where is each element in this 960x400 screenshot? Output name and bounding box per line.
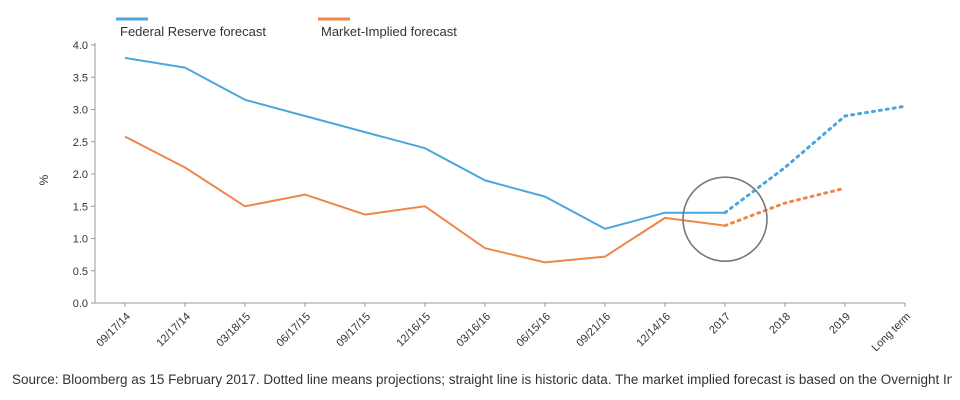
legend-label-federal-reserve: Federal Reserve forecast <box>120 24 266 39</box>
y-axis-title: % <box>37 174 51 185</box>
highlight-circle <box>682 176 768 262</box>
x-tick-label: 2017 <box>707 311 733 337</box>
x-tick-label: 2019 <box>827 311 853 337</box>
legend-label-market-implied: Market-Implied forecast <box>321 24 457 39</box>
x-tick-label: 09/17/15 <box>334 311 373 350</box>
x-tick-label: 12/16/15 <box>394 311 433 350</box>
federal-reserve-forecast-projection-line <box>723 104 907 215</box>
y-tick-label: 1.0 <box>73 234 88 246</box>
y-tick-label: 1.5 <box>73 201 88 213</box>
market-implied-forecast-projection-line <box>723 186 847 228</box>
y-tick-label: 4.0 <box>73 40 88 52</box>
x-tick-label: 12/14/16 <box>634 311 673 350</box>
y-tick-label: 2.0 <box>73 169 88 181</box>
x-tick-label: 06/17/15 <box>274 311 313 350</box>
federal-reserve-forecast-historic-line <box>124 56 725 230</box>
x-tick-label: 09/17/14 <box>94 311 133 350</box>
x-tick-label: 2018 <box>767 311 793 337</box>
line-chart: Federal Reserve forecast Market-Implied … <box>37 17 914 355</box>
x-tick-label: 03/18/15 <box>214 311 253 350</box>
x-tick-label: 09/21/16 <box>574 311 613 350</box>
y-tick-label: 0.0 <box>73 298 88 310</box>
x-tick-label: 06/15/16 <box>514 311 553 350</box>
y-tick-label: 0.5 <box>73 266 88 278</box>
series-layer <box>124 56 907 264</box>
y-tick-label: 2.5 <box>73 137 88 149</box>
x-tick-label: 12/17/14 <box>154 311 193 350</box>
source-note: Source: Bloomberg as 15 February 2017. D… <box>12 372 952 387</box>
y-tick-label: 3.5 <box>73 72 88 84</box>
x-axis: 09/17/14 12/17/14 03/18/15 06/17/15 09/17/15… <box>94 302 914 355</box>
y-axis: 4.0 3.5 3.0 2.5 2.0 1.5 1.0 0.5 0.0 <box>73 40 96 310</box>
annotation-layer <box>682 176 768 262</box>
y-tick-label: 3.0 <box>73 105 88 117</box>
legend: Federal Reserve forecast Market-Implied … <box>116 17 457 39</box>
x-tick-label: 03/16/16 <box>454 311 493 350</box>
x-tick-label: Long term <box>870 311 914 355</box>
market-implied-forecast-historic-line <box>124 135 726 264</box>
